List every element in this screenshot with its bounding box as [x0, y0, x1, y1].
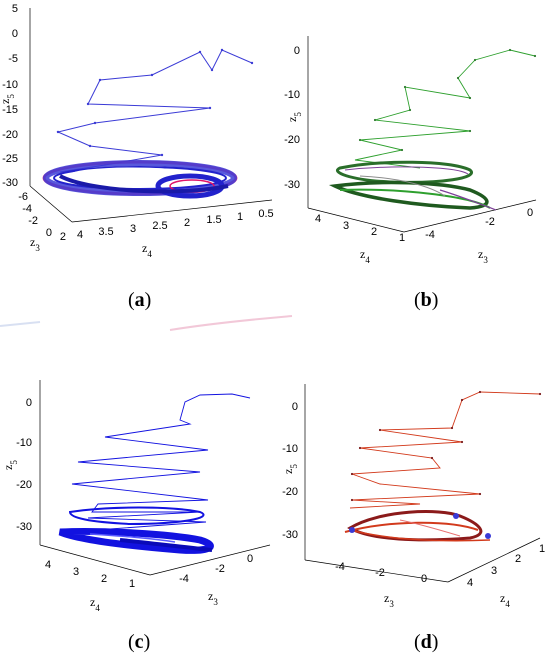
panel-b-caption: (b) [414, 289, 438, 311]
panel-b-z5-tick: -30 [284, 179, 300, 191]
panel-c-z4-tick: 2 [101, 573, 107, 585]
panel-d-z5-tick: -10 [282, 443, 298, 455]
panel-c-attractor [58, 506, 214, 554]
panel-d-z5-tick: -30 [282, 529, 298, 541]
panel-b-z3-tick: -4 [425, 229, 435, 241]
panel-b-z4-tick: 1 [399, 232, 405, 244]
panel-c-z4-label: z4 [90, 595, 100, 613]
panel-a-z5-tick: -25 [2, 153, 18, 165]
panel-c-z4-axis [39, 544, 151, 576]
panel-c-z3-tick: -4 [179, 573, 189, 585]
panel-b-z4-label: z4 [360, 247, 370, 265]
panel-a-z3-label: z3 [30, 235, 40, 253]
panel-a-z4-tick: 3 [130, 223, 136, 235]
panel-b-z4-tick: 2 [371, 226, 377, 238]
panel-d-transient-markers [350, 390, 542, 502]
panel-a-z3-axis [29, 185, 73, 223]
panel-c-z4-tick: 3 [73, 566, 79, 578]
panel-b-transient-trajectory [354, 49, 536, 169]
panel-d-z3-tick: -4 [335, 561, 345, 573]
panel-d-z4-tick: 4 [467, 577, 473, 589]
panel-c-z3-tick: 0 [247, 553, 253, 565]
panel-a-transient-markers [56, 48, 254, 157]
panel-b-z3-label: z3 [478, 247, 488, 265]
panel-d-z5-tick: 0 [292, 401, 298, 413]
panel-a-z5-tick: -5 [8, 53, 18, 65]
panel-b-z4-axis [307, 207, 405, 233]
panel-b-z4-tick: 4 [315, 213, 321, 225]
panel-a-z3-tick: -6 [18, 191, 28, 203]
panel-d-z3-tick: 0 [421, 573, 427, 585]
panel-a-z3-tick: 2 [60, 231, 66, 243]
panel-b-z3-axis [403, 199, 537, 233]
panel-b-z5-label: z5 [285, 112, 303, 122]
panel-d-z5-label: z5 [281, 464, 299, 474]
panel-d-attractor [344, 510, 491, 542]
panel-d-z4-tick: 2 [515, 553, 521, 565]
panel-a-caption: (a) [128, 289, 151, 311]
panel-b-z3-tick: 0 [527, 207, 533, 219]
panel-d-z4-tick: 1 [539, 543, 545, 555]
panel-c: 0 -10 -20 -30 z5 4 3 2 1 z4 -4 -2 0 z3 (… [1, 380, 271, 653]
panel-c-z5-tick: -20 [16, 479, 32, 491]
panel-d-z4-axis [447, 537, 541, 583]
panel-d-caption: (d) [414, 631, 438, 653]
panel-a-z5-tick: -15 [2, 104, 18, 116]
panel-c-z5-tick: -10 [16, 437, 32, 449]
panel-d-z3-axis [304, 559, 449, 583]
panel-a-z4-label: z4 [142, 241, 152, 259]
background-smudge [169, 315, 293, 331]
panel-b-z5-tick: -20 [284, 134, 300, 146]
panel-c-z3-label: z3 [208, 589, 218, 607]
panel-c-z4-tick: 4 [45, 559, 51, 571]
panel-b-z4-tick: 3 [343, 220, 349, 232]
panel-d-z4-label: z4 [500, 591, 510, 609]
panel-c-z3-axis [149, 544, 271, 576]
panel-a-z5-tick: 0 [12, 28, 18, 40]
panel-a-z5-tick: -30 [2, 177, 18, 189]
panel-c-transient-trajectory [71, 393, 251, 531]
panel-b-z5-tick: 0 [294, 45, 300, 57]
panel-b-attractor [328, 160, 497, 211]
panel-c-z3-tick: -2 [215, 563, 225, 575]
panel-b-z3-tick: -2 [485, 216, 495, 228]
panel-b-z5-tick: -10 [284, 89, 300, 101]
panel-a-z4-tick: 4 [77, 229, 83, 241]
panel-d-transient-trajectory [349, 391, 541, 509]
panel-d-z5-tick: -20 [282, 486, 298, 498]
panel-a-transient-trajectory [56, 49, 253, 173]
panel-a-z3-tick: 0 [46, 227, 52, 239]
panel-a-z5-label: z5 [0, 94, 16, 104]
panel-c-caption: (c) [128, 631, 150, 653]
panel-a-z3-tick: -2 [28, 215, 38, 227]
panel-a-z4-tick: 1 [237, 211, 243, 223]
panel-c-z5-tick: 0 [26, 397, 32, 409]
panel-c-z4-tick: 1 [129, 578, 135, 590]
panel-a-z3-tick: -4 [22, 203, 32, 215]
panel-b: 0 -10 -20 -30 z5 4 3 2 1 z4 -4 -2 0 z3 (… [284, 36, 537, 311]
panel-a-z5-tick: -10 [2, 79, 18, 91]
panel-d-z4-tick: 3 [491, 565, 497, 577]
panel-c-z5-label: z5 [1, 460, 19, 470]
panel-a-attractor [42, 160, 238, 199]
panel-a-z4-tick: 2.5 [152, 220, 167, 232]
panel-b-transient-markers [358, 48, 537, 152]
panel-a: 5 0 -5 -10 -15 -20 -25 -30 z5 -6 -4 -2 0… [0, 3, 274, 311]
panel-d: 0 -10 -20 -30 z5 -4 -2 0 z3 4 3 2 1 z4 (… [281, 384, 545, 653]
panel-a-z4-tick: 2 [184, 217, 190, 229]
panel-a-z4-axis [71, 199, 273, 223]
panel-d-z3-tick: -2 [375, 567, 385, 579]
panel-d-z3-label: z3 [384, 591, 394, 609]
panel-c-z5-tick: -30 [16, 521, 32, 533]
panel-a-z4-tick: 1.5 [206, 214, 221, 226]
panel-a-z4-tick: 0.5 [258, 208, 273, 220]
panel-a-z4-tick: 3.5 [98, 226, 113, 238]
panel-a-z5-tick: 5 [12, 3, 18, 15]
background-smudge [0, 321, 41, 327]
panel-a-z5-tick: -20 [2, 129, 18, 141]
